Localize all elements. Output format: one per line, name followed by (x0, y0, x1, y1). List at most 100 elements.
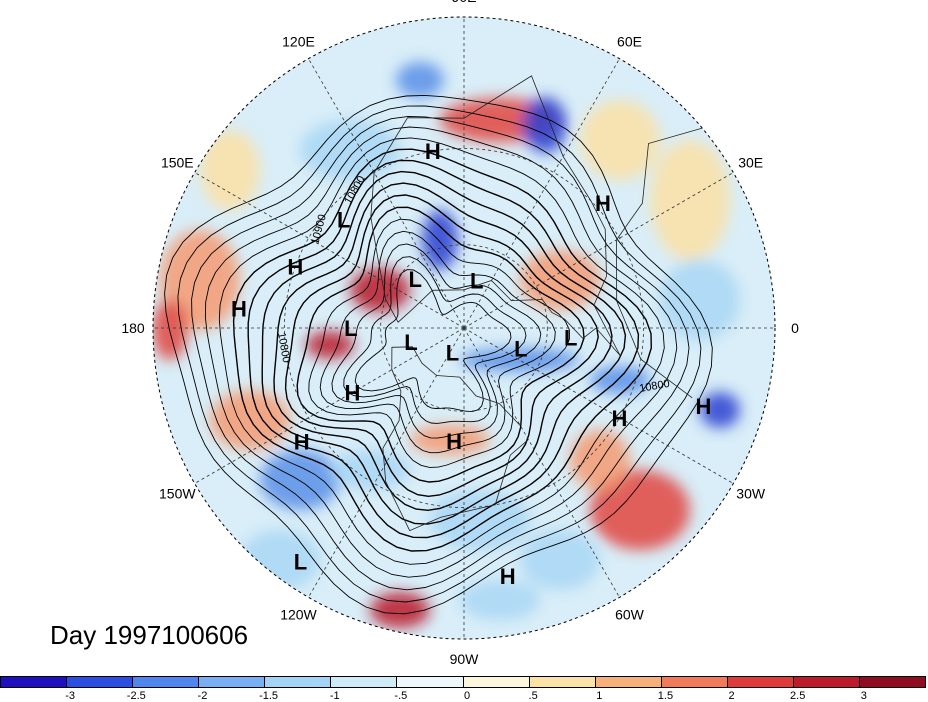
anomaly-blob (330, 450, 410, 490)
high-pressure-label: H (612, 406, 628, 431)
meridian-line (194, 327, 465, 484)
height-contour (204, 126, 678, 578)
meridian-line (463, 327, 620, 598)
height-contour (232, 148, 653, 552)
anomaly-blob (153, 300, 188, 360)
colorbar-tick-label: -2.5 (126, 690, 146, 702)
longitude-label: 60W (615, 607, 645, 623)
colorbar-segment (133, 677, 200, 687)
high-pressure-label: H (425, 139, 441, 164)
colorbar-segment (265, 677, 332, 687)
colorbar-tick-label: 2.5 (790, 690, 806, 702)
map-boundary (152, 16, 776, 640)
coastline (382, 346, 529, 532)
colorbar-tick-label: 1 (596, 690, 603, 702)
high-pressure-label: H (231, 296, 247, 321)
contour-value-label: 10800 (638, 378, 670, 395)
longitude-label: 90W (450, 651, 480, 667)
lat-lon-grid (153, 17, 775, 639)
anomaly-blob (460, 580, 540, 620)
anomaly-blob (590, 366, 650, 394)
colorbar-tick-label: -1.5 (259, 690, 279, 702)
colorbar-tick-label: 2 (728, 690, 735, 702)
colorbar-segment (1, 677, 68, 687)
meridian-line (308, 327, 465, 598)
low-pressure-label: L (337, 208, 350, 233)
low-pressure-label: L (470, 268, 483, 293)
colorbar-segment (463, 677, 530, 687)
anomaly-blob (590, 470, 690, 550)
longitude-label: 150W (159, 486, 196, 502)
height-contour (218, 137, 665, 565)
anomaly-blob (350, 268, 410, 312)
height-contour (191, 115, 690, 591)
height-contour (331, 243, 542, 439)
high-pressure-label: H (287, 255, 303, 280)
colorbar-segment (595, 677, 662, 687)
high-pressure-label: H (696, 394, 712, 419)
colorbar-segment (331, 677, 398, 687)
low-pressure-label: L (514, 337, 527, 362)
pressure-system-labels: H H L H H L L L L L L L H H H H H L H (231, 139, 711, 589)
height-contour (284, 194, 599, 498)
colorbar-segment (860, 677, 926, 687)
colorbar-segment (661, 677, 728, 687)
longitude-label: 30W (736, 486, 766, 502)
colorbar-tick-label: 0 (463, 690, 471, 702)
anomaly-blob (260, 450, 340, 510)
anomaly-blob (650, 140, 730, 260)
height-contour (164, 94, 713, 615)
coastline (615, 105, 775, 399)
polar-stereographic-map: 90E 60E 30E 0 30W 60W 90W 120W 150W 180 150E 120E H… (121, 0, 799, 667)
meridian-line (463, 58, 620, 329)
meridian-line (308, 58, 465, 329)
contour-value-label: 10800 (275, 331, 292, 363)
high-pressure-label: H (344, 380, 360, 405)
height-contour (247, 159, 640, 539)
height-contours (164, 94, 713, 615)
low-pressure-label: L (408, 267, 421, 292)
height-contour (273, 182, 613, 512)
colorbar-tick-label: 3 (860, 690, 867, 702)
low-pressure-label: L (446, 341, 459, 366)
height-contour (177, 105, 702, 603)
colorbar-segment (67, 677, 134, 687)
height-contour (296, 206, 585, 483)
high-pressure-label: H (500, 564, 516, 589)
longitude-label: 180 (121, 320, 145, 336)
colorbar-tick-label: 1.5 (657, 690, 674, 702)
latitude-circle (284, 148, 644, 508)
longitude-label: 30E (738, 155, 763, 171)
low-pressure-label: L (564, 325, 577, 350)
height-contour (261, 170, 627, 525)
longitude-label: 120W (280, 607, 317, 623)
height-contour (343, 256, 527, 424)
low-pressure-label: L (404, 330, 417, 355)
anomaly-blob (200, 130, 260, 210)
anomaly-blob (240, 530, 320, 590)
colorbar-segment (529, 677, 596, 687)
longitude-label: 150E (161, 155, 194, 171)
anomaly-blob (523, 97, 567, 153)
anomaly-blob (422, 210, 458, 270)
longitude-labels: 90E 60E 30E 0 30W 60W 90W 120W 150W 180 150E 120E (121, 0, 799, 667)
colorbar-segment (727, 677, 794, 687)
date-title: Day 1997100606 (50, 620, 249, 650)
high-pressure-label: H (595, 191, 611, 216)
latitude-circle (380, 244, 548, 412)
anomaly-blob (660, 260, 740, 340)
meridian-line (463, 327, 734, 484)
height-contour (308, 218, 570, 468)
meridian-line (463, 172, 734, 329)
longitude-label: 60E (617, 33, 642, 49)
longitude-label: 90E (452, 0, 477, 5)
colorbar-segment (199, 677, 266, 687)
anomaly-blob (430, 490, 530, 550)
colorbar-tick-label: -2 (197, 690, 208, 702)
high-pressure-label: H (294, 430, 310, 455)
anomaly-blob (520, 530, 600, 590)
colorbar-tick-label: .5 (528, 690, 538, 702)
colorbar-labels: -3 -2.5 -2 -1.5 -1 -.5 0 .5 1 1.5 2 2.5 3 (0, 690, 926, 702)
colorbar-segment (397, 677, 464, 687)
colorbar-tick-label: -.5 (394, 690, 408, 702)
